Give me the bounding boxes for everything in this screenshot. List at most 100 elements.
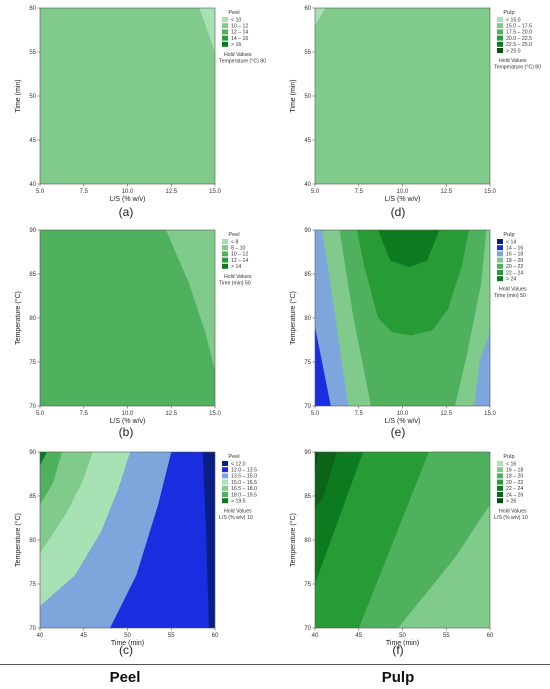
x-tick-label: 10.0 (122, 189, 134, 195)
x-axis-label: L/S (% w/v) (110, 196, 146, 203)
x-axis-label: Time (min) (386, 640, 419, 647)
caption-e: (e) (390, 425, 406, 439)
legend-swatch (497, 245, 503, 251)
x-tick-label: 60 (212, 633, 219, 639)
x-tick-label: 5.0 (36, 411, 45, 417)
y-tick-label: 75 (304, 582, 311, 588)
x-tick-label: 10.0 (122, 411, 134, 417)
legend-label: 12.0 – 13.5 (231, 468, 257, 474)
y-tick-label: 70 (29, 626, 36, 632)
x-tick-label: 15.0 (484, 411, 496, 417)
legend-label: > 16 (231, 42, 241, 48)
y-tick-label: 90 (29, 450, 36, 456)
caption-d: (d) (390, 205, 406, 219)
legend-swatch (497, 461, 503, 466)
legend-label: > 26 (506, 499, 516, 505)
contour-region (357, 230, 469, 336)
legend-label: 14 – 16 (231, 36, 248, 42)
legend-title: Pulp (503, 454, 514, 460)
x-tick-label: 45 (355, 633, 362, 639)
legend-label: 17.5 – 20.0 (506, 30, 532, 36)
legend-label: 15.0 – 16.5 (231, 480, 257, 486)
legend-label: > 25.0 (506, 48, 521, 54)
legend-swatch (497, 270, 503, 275)
legend-label: < 8 (231, 239, 238, 245)
legend-swatch (222, 498, 228, 504)
legend-label: 22 – 24 (506, 270, 523, 276)
y-tick-label: 80 (304, 316, 311, 322)
x-axis-label: Time (min) (111, 640, 144, 647)
contour-region (40, 452, 47, 466)
x-tick-label: 10.0 (397, 189, 409, 195)
legend-swatch (222, 35, 228, 41)
x-axis-label: L/S (% w/v) (385, 196, 421, 203)
legend-label: 10 – 12 (231, 252, 248, 258)
plot-area (315, 452, 490, 628)
legend-swatch (222, 492, 228, 497)
x-tick-label: 15.0 (484, 189, 496, 195)
x-tick-label: 5.0 (311, 189, 320, 195)
x-tick-label: 12.5 (440, 411, 452, 417)
legend-label: 24 – 26 (506, 492, 523, 498)
legend-label: 8 – 10 (231, 246, 246, 252)
y-axis-label: Time (min) (290, 79, 297, 112)
x-tick-label: 7.5 (355, 189, 364, 195)
legend-title: Pulp (503, 232, 514, 238)
plot-area (315, 230, 490, 406)
x-tick-label: 7.5 (80, 411, 89, 417)
y-axis-label: Temperature (°C) (289, 513, 297, 567)
contour-region (315, 452, 319, 470)
x-tick-label: 15.0 (209, 411, 221, 417)
legend-label: 22.5 – 25.0 (506, 42, 532, 48)
legend-swatch (497, 485, 503, 491)
legend-title: Peel (228, 10, 239, 16)
y-axis-label: Temperature (°C) (14, 513, 22, 567)
legend-label: 18.0 – 19.5 (231, 492, 257, 498)
legend-label: 16.5 – 18.0 (231, 486, 257, 492)
legend-title: Peel (228, 232, 239, 238)
hold-values-title: Hold Values (224, 52, 252, 58)
legend-label: 16 – 18 (506, 252, 523, 258)
x-tick-label: 7.5 (80, 189, 89, 195)
y-tick-label: 60 (29, 6, 36, 12)
legend-swatch (222, 479, 228, 485)
y-tick-label: 60 (304, 6, 311, 12)
y-tick-label: 90 (304, 228, 311, 234)
legend-swatch (497, 41, 503, 47)
contour-region (315, 230, 350, 406)
contour-region (110, 452, 215, 628)
legend-swatch (222, 41, 228, 47)
caption-a: (a) (118, 205, 134, 219)
legend-swatch (497, 498, 503, 504)
x-tick-label: 60 (487, 633, 494, 639)
contour-region (315, 452, 337, 510)
hold-values-title: Hold Values (224, 508, 252, 514)
y-tick-label: 90 (29, 228, 36, 234)
y-axis-label: Time (min) (15, 79, 22, 112)
legend-label: 12 – 14 (231, 258, 248, 264)
caption-c: (c) (119, 643, 133, 657)
legend-swatch (222, 239, 228, 244)
contour-region (398, 504, 490, 628)
column-label-pulp: Pulp (381, 669, 415, 686)
x-tick-label: 12.5 (165, 189, 177, 195)
y-axis-label: Temperature (°C) (289, 291, 297, 345)
legend-label: < 15.0 (506, 17, 521, 23)
y-tick-label: 70 (304, 404, 311, 410)
y-tick-label: 75 (29, 582, 36, 588)
legend-label: 14 – 16 (506, 246, 523, 252)
hold-values-title: Hold Values (224, 274, 252, 280)
legend-label: > 24 (506, 277, 516, 283)
legend-label: < 16 (506, 461, 516, 467)
legend-swatch (222, 17, 228, 22)
x-tick-label: 40 (312, 633, 319, 639)
plot-area (40, 230, 215, 406)
legend-swatch (222, 467, 228, 473)
y-tick-label: 50 (304, 94, 311, 100)
legend-swatch (497, 263, 503, 269)
legend-label: 20 – 22 (506, 480, 523, 486)
legend-label: 18 – 20 (506, 258, 523, 264)
x-tick-label: 7.5 (355, 411, 364, 417)
x-tick-label: 5.0 (311, 411, 320, 417)
legend-label: 13.5 – 15.0 (231, 474, 257, 480)
